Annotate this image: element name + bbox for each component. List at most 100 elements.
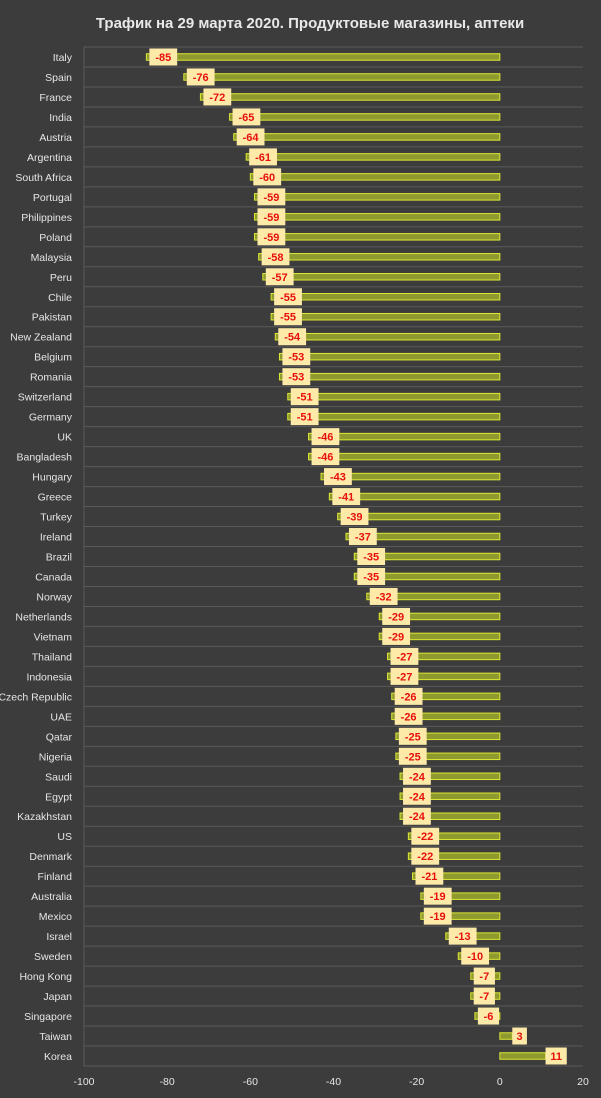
data-label-box [332,488,361,506]
data-label-box [278,328,307,346]
data-label: -51 [297,412,313,424]
bar [407,852,501,860]
category-label: Denmark [29,851,72,863]
bar [378,612,501,621]
data-label: -46 [317,432,333,444]
bar [395,752,501,761]
category-label: Saudi [45,771,72,783]
category-label: New Zealand [10,332,72,344]
data-label-box [403,787,431,805]
bar [278,352,501,361]
data-label-box [357,548,386,565]
bar [387,672,501,681]
category-label: Poland [39,232,72,244]
category-label: Canada [35,571,72,583]
category-label: Pakistan [32,312,72,324]
data-label: -26 [401,691,417,703]
category-label: Malaysia [31,252,73,264]
bar [337,512,501,521]
data-label: -24 [409,811,426,823]
data-label: -35 [363,571,379,583]
data-label-box [448,927,477,945]
bar [366,592,501,601]
data-label: -27 [397,671,413,683]
data-label: -29 [388,611,404,623]
data-label-box [394,707,423,725]
bar [399,812,501,820]
bar [145,53,501,61]
data-label-box [253,168,282,186]
category-label: Korea [44,1051,72,1063]
bar [412,872,501,880]
data-label-box [411,847,440,865]
category-label: Vietnam [34,631,73,643]
bar [270,293,501,301]
category-label: South Africa [15,172,72,184]
data-label: -64 [243,132,260,144]
bar [320,472,501,481]
data-label-box [394,687,423,705]
data-label-box [398,747,427,765]
category-label: Indonesia [26,671,72,683]
gridlines [83,46,583,1067]
data-label: -7 [479,991,489,1003]
category-label: Sweden [34,951,72,963]
bar [407,832,501,840]
data-label: -51 [297,392,313,404]
data-label: -72 [209,92,225,104]
x-tick-label: -20 [409,1076,424,1088]
data-label-box [203,88,232,106]
data-label: -24 [409,791,426,803]
data-label: -24 [409,771,426,783]
data-label: -22 [417,831,433,843]
data-label-box [290,408,319,426]
category-label: Germany [29,412,73,424]
data-label: -55 [280,292,296,304]
bar [499,1032,513,1040]
bar [328,492,501,501]
data-label: -10 [467,951,483,963]
data-label: -58 [268,252,284,264]
data-label: -6 [484,1011,494,1023]
data-label-box [390,647,419,665]
bar [199,93,501,101]
data-label-box [265,268,294,286]
data-label: -25 [405,731,421,743]
data-label: -26 [401,711,417,723]
data-label-box [512,1027,527,1045]
bar [420,892,501,900]
data-label-box [261,248,290,266]
bar [233,133,501,141]
data-label-box [348,528,377,546]
data-label-box [423,907,452,925]
bar [253,233,501,241]
x-tick-label: -100 [73,1076,94,1088]
category-label: Portugal [33,192,72,204]
bar [391,692,501,701]
category-label: Norway [36,591,72,603]
data-label: -59 [263,232,279,244]
category-label: Bangladesh [17,452,73,464]
data-label: -25 [405,751,421,763]
data-label-box [403,767,431,785]
data-label: -57 [272,272,288,284]
data-label-box [357,567,386,585]
data-label: -65 [238,112,254,124]
bar [345,532,501,541]
category-label: Taiwan [39,1031,72,1043]
category-label: Greece [38,492,73,504]
bars [145,53,547,1060]
data-label-box [257,208,286,226]
category-label: Belgium [34,352,72,364]
data-label-box [473,967,495,985]
data-label: -35 [363,552,379,564]
bar [278,372,501,381]
data-label: -19 [430,891,446,903]
data-label-box [311,448,340,466]
category-label: UAE [50,711,72,723]
data-labels: -85 -76-72 -65 -64 -61 -60 -59 -59 -59 -58 -57 -55 -… [149,48,567,1065]
category-label: France [39,92,72,104]
data-label-box [257,228,286,246]
data-label: -22 [417,851,433,863]
bar [308,432,501,441]
